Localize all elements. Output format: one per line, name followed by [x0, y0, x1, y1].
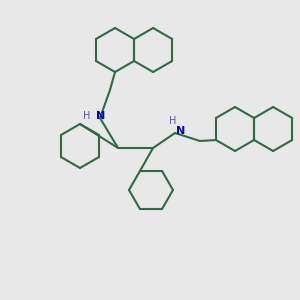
Text: N: N — [96, 111, 106, 121]
Text: H: H — [169, 116, 177, 126]
Text: N: N — [176, 126, 186, 136]
Text: H: H — [83, 111, 91, 121]
